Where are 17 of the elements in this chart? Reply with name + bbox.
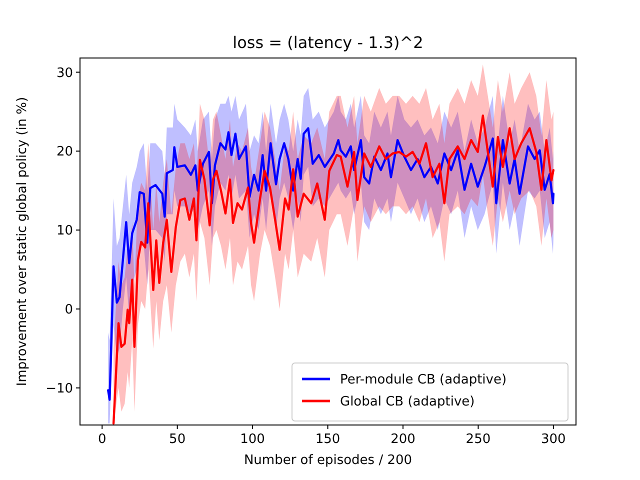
y-tick-label: 10 — [56, 224, 73, 239]
x-tick-label: 300 — [541, 432, 566, 447]
y-tick-label: 20 — [56, 144, 73, 160]
y-tick-label: 30 — [56, 66, 73, 81]
legend-label: Per-module CB (adaptive) — [340, 372, 507, 388]
y-axis-title: Improvement over static global policy (in %) — [15, 96, 30, 386]
x-tick-label: 0 — [98, 432, 106, 447]
chart-title: loss = (latency - 1.3)^2 — [232, 33, 424, 52]
x-tick-label: 250 — [466, 432, 491, 447]
x-tick-label: 150 — [315, 432, 340, 447]
x-axis-title: Number of episodes / 200 — [244, 453, 412, 468]
y-tick-label: 0 — [64, 302, 73, 318]
y-tick-label: −10 — [46, 381, 73, 396]
x-tick-label: 50 — [169, 432, 186, 447]
x-tick-label: 100 — [240, 432, 265, 447]
x-tick-label: 200 — [390, 432, 416, 447]
legend-label: Global CB (adaptive) — [340, 394, 475, 410]
